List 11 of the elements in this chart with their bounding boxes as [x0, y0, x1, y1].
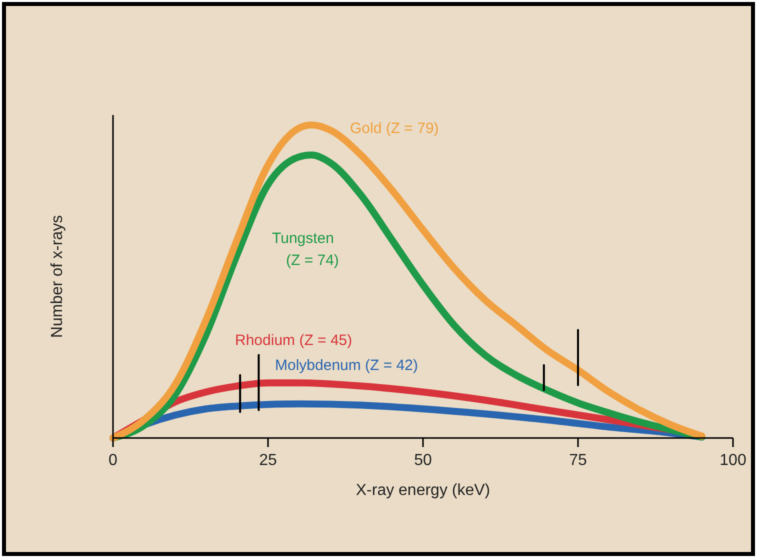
text: Molybdenum (Z = 42): [275, 357, 418, 374]
text: Rhodium (Z = 45): [235, 332, 352, 349]
x-tick-label: 100: [720, 452, 746, 469]
series-label: Tungsten (Z = 74): [272, 230, 339, 269]
series-label: Gold (Z = 79): [350, 120, 439, 137]
y-axis-title: Number of x-rays: [49, 215, 66, 338]
x-tick-label: 50: [414, 452, 432, 469]
x-tick-label: 75: [569, 452, 587, 469]
x-tick-label: 0: [108, 452, 118, 469]
x-tick-label: 25: [259, 452, 277, 469]
x-axis-title: X-ray energy (keV): [356, 482, 490, 499]
